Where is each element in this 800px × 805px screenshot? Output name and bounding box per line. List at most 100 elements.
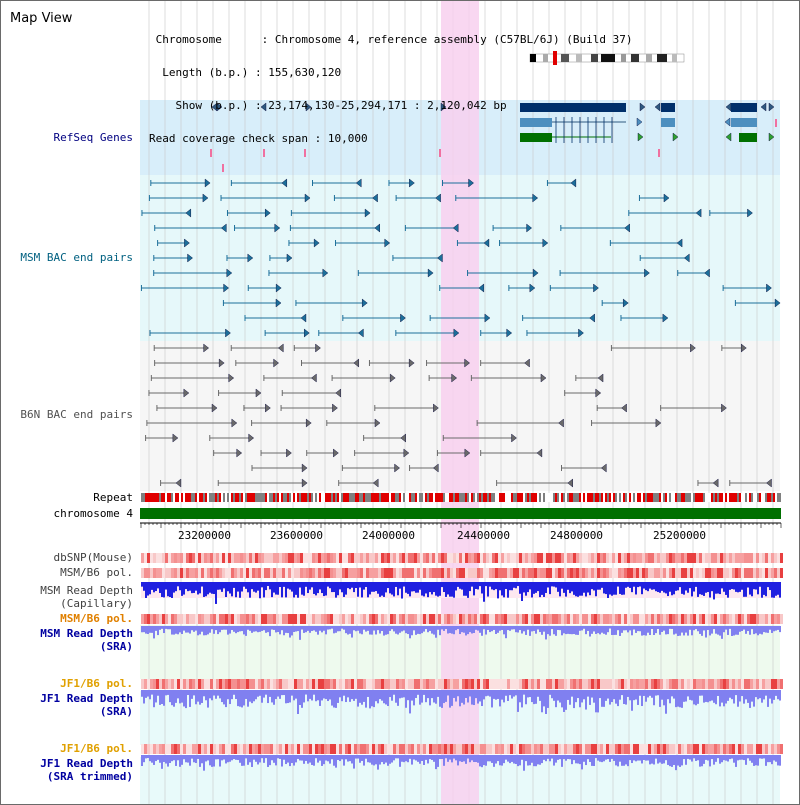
refseq-mark xyxy=(263,149,265,157)
heat-cell xyxy=(294,553,297,563)
depth-bar xyxy=(257,626,259,633)
repeat-stripe xyxy=(437,493,439,502)
depth-bar xyxy=(589,626,591,637)
heat-cell xyxy=(693,553,696,563)
depth-bar xyxy=(585,690,587,710)
heat-cell xyxy=(516,744,519,754)
depth-bar xyxy=(679,626,681,636)
heat-cell xyxy=(567,568,570,578)
bac-pair-arrow xyxy=(175,478,182,488)
repeat-stripe xyxy=(187,493,189,502)
heat-cell xyxy=(408,553,411,563)
depth-bar xyxy=(525,755,527,762)
heat-cell xyxy=(225,679,228,689)
repeat-stripe xyxy=(677,493,679,502)
track-label-msm-depth-sra[interactable]: MSM Read Depth xyxy=(40,627,133,640)
depth-bar xyxy=(269,755,271,766)
depth-bar xyxy=(579,626,581,631)
heat-cell xyxy=(525,614,528,624)
track-label-b6n-bac[interactable]: B6N BAC end pairs xyxy=(20,408,133,421)
depth-bar xyxy=(363,626,365,630)
heat-cell xyxy=(585,614,588,624)
depth-bar xyxy=(433,690,435,703)
heat-cell xyxy=(546,553,549,563)
heat-cell xyxy=(603,614,606,624)
heat-cell xyxy=(525,553,528,563)
track-label-msm-depth-capillary[interactable]: MSM Read Depth xyxy=(40,584,133,597)
depth-bar xyxy=(631,755,633,764)
refseq-gene-arrow xyxy=(216,102,223,112)
repeat-stripe xyxy=(501,493,503,502)
heat-cell xyxy=(378,553,381,563)
track-label-jf1-b6-pol[interactable]: JF1/B6 pol. xyxy=(60,677,133,690)
heat-cell xyxy=(486,568,489,578)
depth-bar xyxy=(537,755,539,765)
heat-cell xyxy=(261,614,264,624)
heat-cell xyxy=(396,679,399,689)
heat-cell xyxy=(735,553,738,563)
heat-cell xyxy=(228,614,231,624)
heat-cell xyxy=(156,553,159,563)
refseq-gene-arrow xyxy=(760,102,767,112)
heat-cell xyxy=(348,553,351,563)
heat-cell xyxy=(255,679,258,689)
heat-cell xyxy=(762,744,765,754)
depth-bar xyxy=(441,690,443,708)
depth-bar xyxy=(433,755,435,762)
depth-bar xyxy=(547,690,549,708)
track-label-jf1-depth-trimmed[interactable]: JF1 Read Depth xyxy=(40,757,133,770)
bac-pair-arrow xyxy=(225,328,231,338)
depth-bar xyxy=(249,626,251,631)
heat-cell xyxy=(291,679,294,689)
depth-bar xyxy=(381,626,383,632)
repeat-stripe xyxy=(297,493,299,502)
track-label-msm-b6-pol[interactable]: MSM/B6 pol. xyxy=(60,566,133,579)
depth-bar xyxy=(597,582,599,590)
refseq-gene-arrow xyxy=(636,117,643,127)
depth-bar xyxy=(493,626,495,630)
depth-bar xyxy=(387,582,389,589)
heat-cell xyxy=(576,679,579,689)
heat-cell xyxy=(489,553,492,563)
depth-bar xyxy=(665,582,667,594)
refseq-mark xyxy=(304,149,306,157)
depth-bar xyxy=(179,582,181,591)
depth-bar xyxy=(705,626,707,638)
track-label-refseq[interactable]: RefSeq Genes xyxy=(53,131,133,144)
heat-cell xyxy=(579,679,582,689)
heat-cell xyxy=(585,744,588,754)
track-label-dbsnp[interactable]: dbSNP(Mouse) xyxy=(53,551,133,564)
depth-bar xyxy=(569,582,571,594)
track-label-chromosome[interactable]: chromosome 4 xyxy=(53,507,133,520)
depth-bar xyxy=(569,690,571,705)
depth-bar xyxy=(239,626,241,632)
bac-pair-arrow xyxy=(286,253,293,263)
depth-bar xyxy=(161,626,163,629)
heat-cell xyxy=(591,568,594,578)
heat-cell xyxy=(693,679,696,689)
heat-cell xyxy=(261,744,264,754)
heat-cell xyxy=(381,614,384,624)
heat-cell xyxy=(591,679,594,689)
repeat-stripe xyxy=(597,493,599,502)
track-label-jf1-b6-pol-2[interactable]: JF1/B6 pol. xyxy=(60,742,133,755)
heat-cell xyxy=(393,553,396,563)
track-label-repeat[interactable]: Repeat xyxy=(93,491,133,504)
track-label-jf1-depth-sra[interactable]: JF1 Read Depth xyxy=(40,692,133,705)
depth-bar xyxy=(227,582,229,592)
depth-bar xyxy=(703,626,705,631)
heat-cell xyxy=(363,744,366,754)
heat-cell xyxy=(627,568,630,578)
heat-cell xyxy=(345,553,348,563)
heat-cell xyxy=(147,744,150,754)
depth-bar xyxy=(577,582,579,597)
depth-bar xyxy=(727,626,729,635)
heat-cell xyxy=(753,568,756,578)
repeat-stripe xyxy=(173,493,175,502)
track-label-msm-b6-pol-2[interactable]: MSM/B6 pol. xyxy=(60,612,133,625)
depth-bar xyxy=(235,626,237,634)
depth-bar xyxy=(527,582,529,593)
track-label-msm-bac[interactable]: MSM BAC end pairs xyxy=(20,251,133,264)
repeat-stripe xyxy=(587,493,589,502)
heat-cell xyxy=(567,744,570,754)
